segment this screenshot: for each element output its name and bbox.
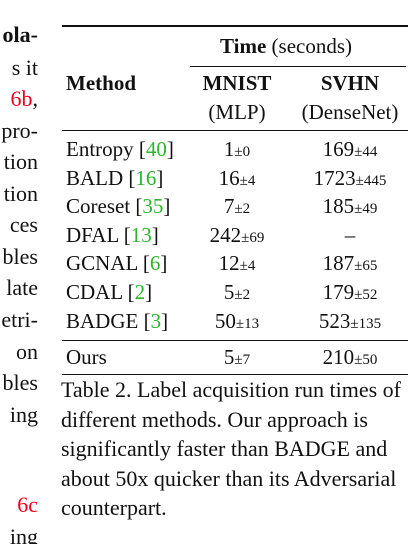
left-text-line: tion [3, 149, 38, 174]
bottom-rule [62, 374, 408, 375]
left-text-line: ces [9, 212, 38, 237]
row-mnist: 50±13 [214, 308, 260, 333]
row-method: Coreset [35] [66, 194, 171, 219]
row-mnist: 242±69 [209, 222, 265, 247]
row-mnist: 7±2 [223, 194, 251, 219]
row-method: BADGE [3] [66, 308, 169, 333]
left-text-line: s it [11, 55, 38, 80]
group-header: Time (seconds) [220, 34, 353, 58]
left-text-line: 6b, [10, 86, 39, 111]
group-rule [190, 66, 406, 67]
ours-svhn: 210±50 [322, 345, 378, 369]
left-text-line: pro- [1, 118, 38, 143]
left-text-line: etri- [1, 307, 38, 332]
ours-mnist: 5±7 [223, 345, 251, 369]
row-method: Entropy [40] [66, 137, 174, 161]
row-method: DFAL [13] [66, 222, 159, 247]
left-text-line: bles [2, 244, 38, 269]
left-text-line: ola- [2, 22, 38, 47]
row-svhn: 185±49 [322, 194, 378, 219]
left-text-line: tion [3, 181, 38, 206]
row-mnist: 16±4 [218, 165, 256, 190]
ours-method: Ours [66, 345, 107, 369]
svhn-header: SVHN [320, 71, 380, 95]
left-text-line: on [16, 339, 38, 364]
mnist-header: MNIST [202, 71, 272, 95]
row-svhn: 187±65 [322, 251, 378, 276]
row-svhn: – [344, 222, 356, 247]
method-header: Method [66, 71, 136, 95]
row-method: BALD [16] [66, 165, 164, 190]
row-method: GCNAL [6] [66, 251, 168, 276]
left-text-line: 6c [17, 492, 38, 517]
row-svhn: 523±135 [318, 308, 382, 333]
left-text-line: bles [2, 370, 38, 395]
row-svhn: 1723±445 [313, 165, 387, 190]
top-rule [62, 25, 408, 27]
mnist-subheader: (MLP) [208, 100, 266, 124]
svhn-subheader: (DenseNet) [301, 100, 399, 124]
row-mnist: 5±2 [223, 280, 251, 304]
left-text-line: ing [9, 524, 38, 544]
left-column-text: ola-s it 6b, pro-tion tion ces bles late etri-o… [0, 0, 40, 544]
left-text-line: late [6, 275, 38, 300]
row-svhn: 179±52 [322, 280, 378, 304]
ours-rule [62, 340, 408, 341]
row-svhn: 169±44 [322, 137, 378, 161]
row-mnist: 1±0 [223, 137, 251, 161]
left-text-line: ing [9, 402, 38, 427]
header-rule [62, 130, 408, 131]
row-method: CDAL [2] [66, 280, 153, 304]
table-caption: Table 2. Label acquisition run times of … [61, 377, 401, 521]
row-mnist: 12±4 [218, 251, 256, 276]
